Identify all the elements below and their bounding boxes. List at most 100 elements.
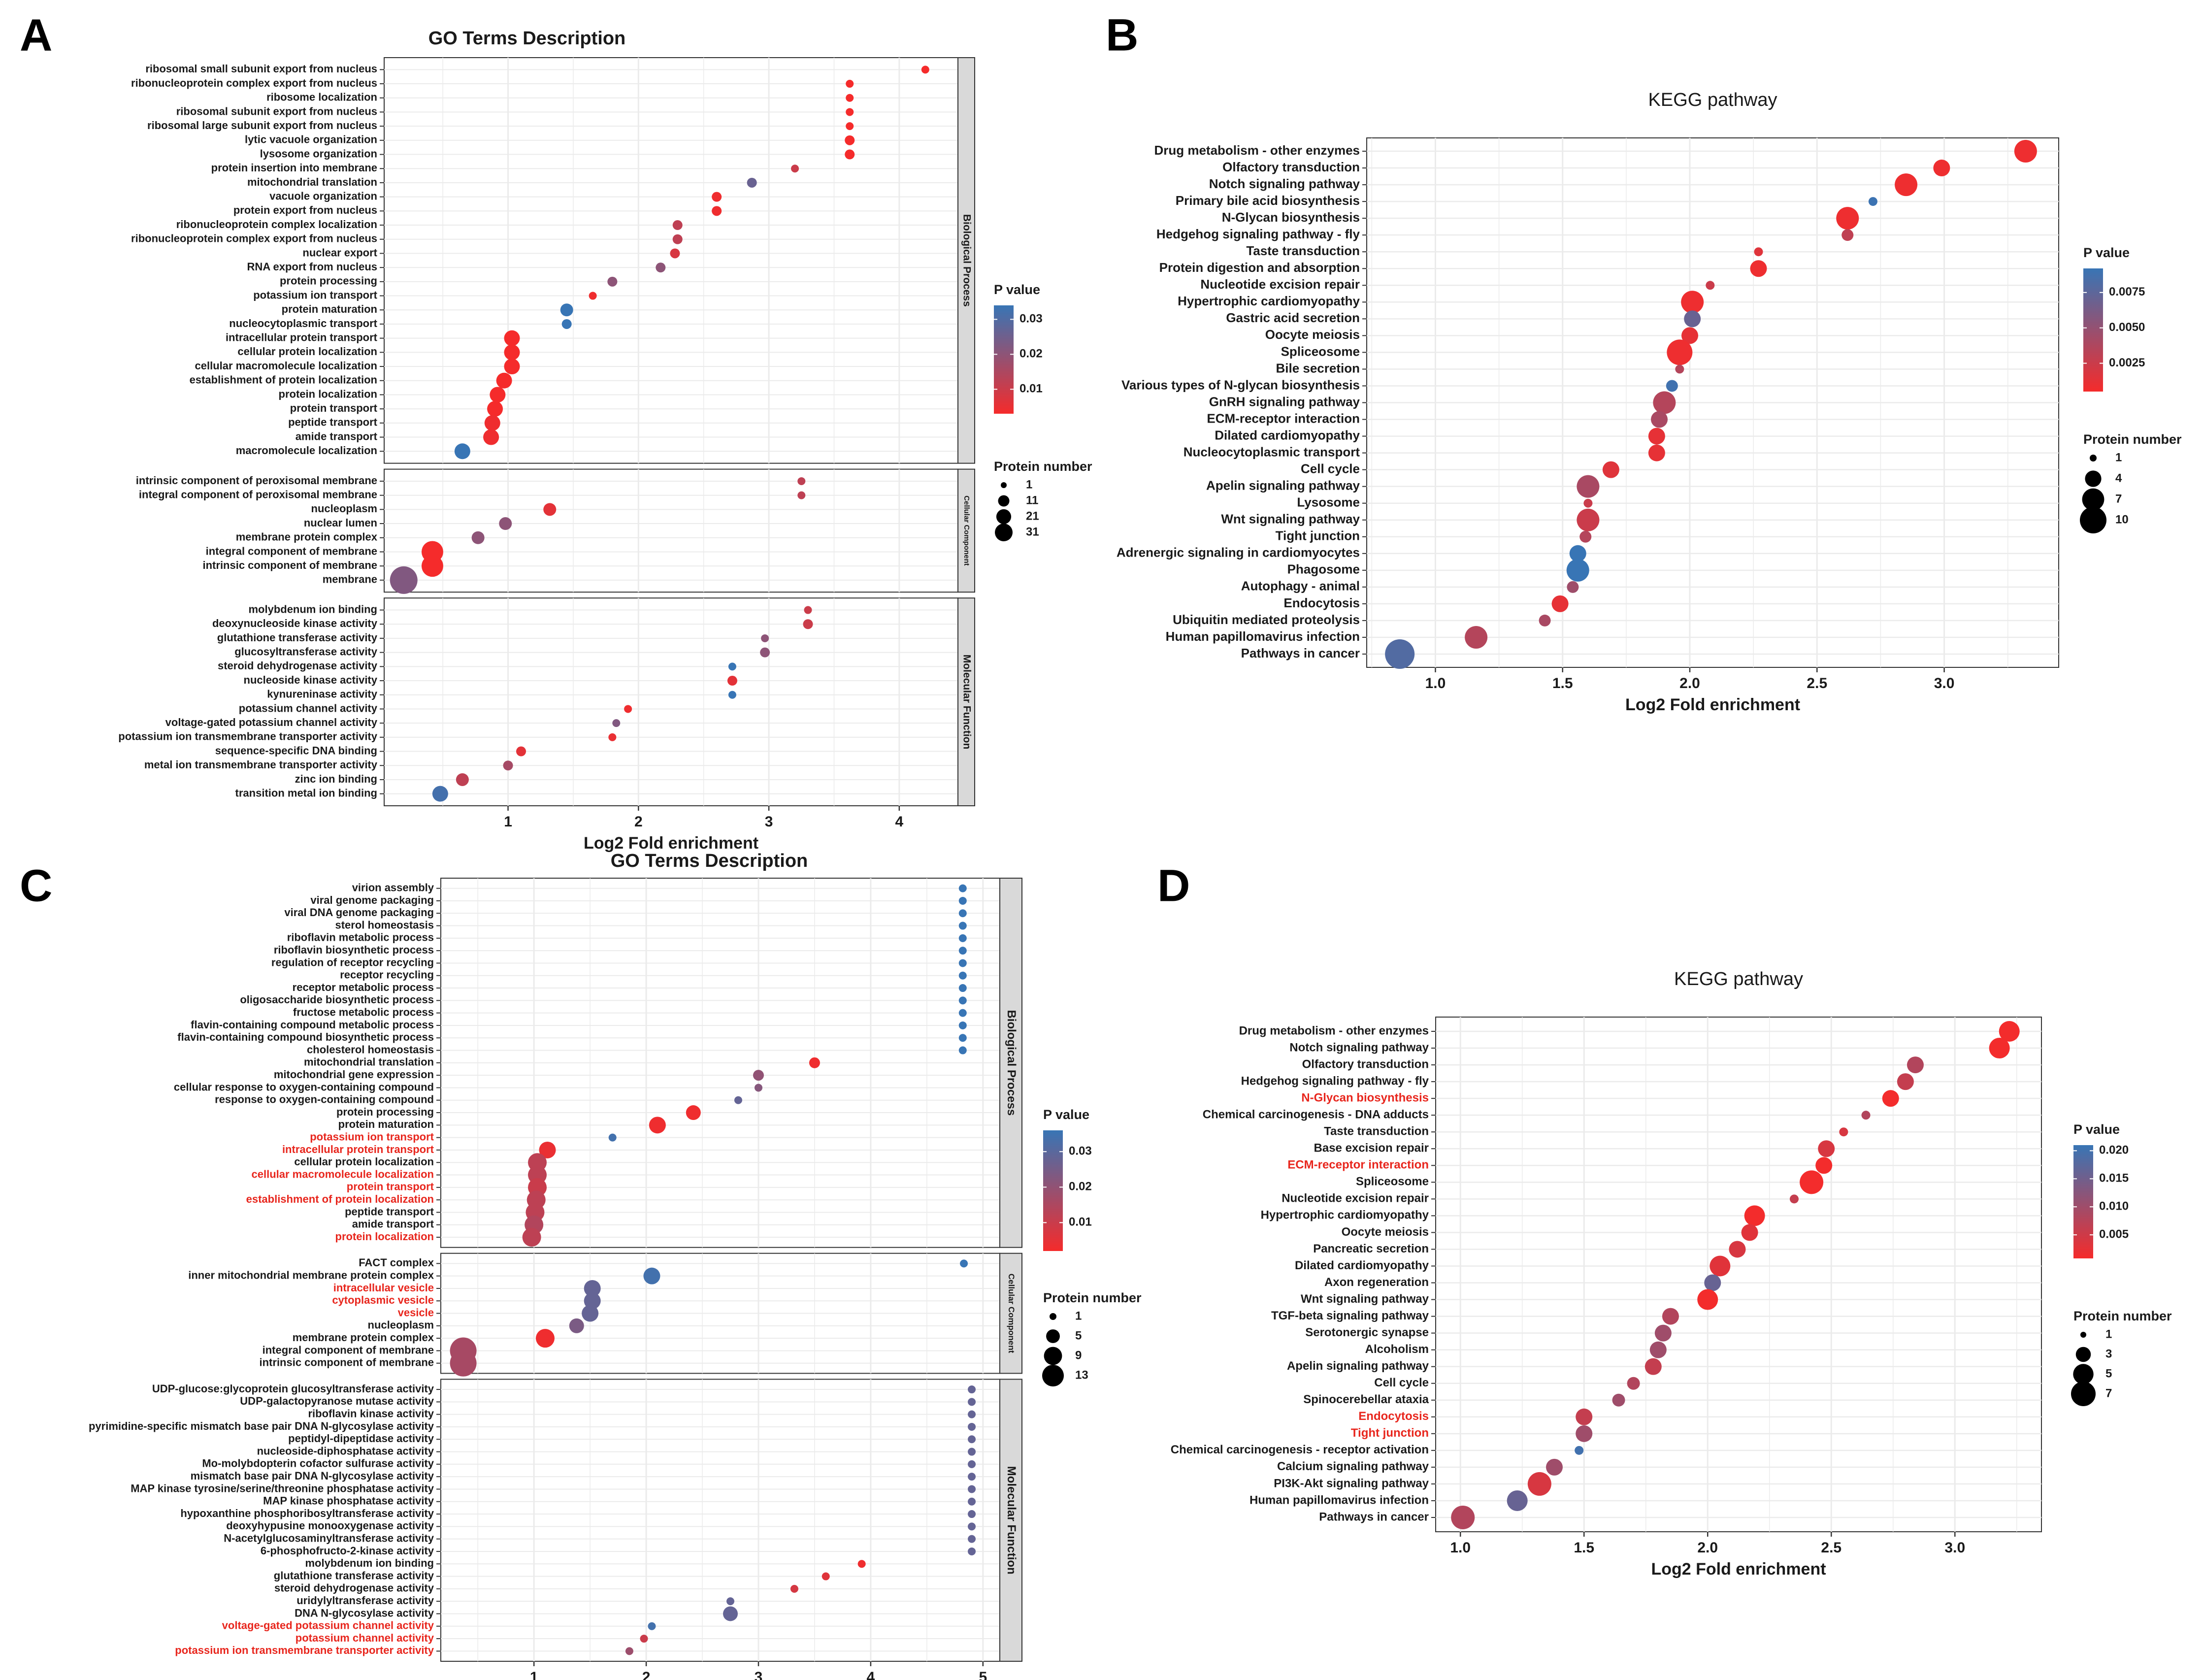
term-label: membrane protein complex — [236, 531, 378, 543]
term-label: Apelin signaling pathway — [1206, 478, 1360, 493]
term-label: ribosomal large subunit export from nucl… — [147, 119, 377, 132]
chart-title: KEGG pathway — [1674, 969, 1803, 989]
facet-strip — [999, 878, 1022, 1248]
term-label: cholesterol homeostasis — [307, 1043, 434, 1055]
size-legend-dot — [998, 495, 1010, 507]
plot-panel — [1435, 1017, 2042, 1532]
enrichment-dot — [1882, 1090, 1899, 1107]
x-tick-label: 2 — [634, 814, 643, 830]
size-legend-label: 1 — [1075, 1309, 1082, 1322]
term-label: potassium channel activity — [296, 1632, 434, 1644]
enrichment-dot — [958, 1046, 967, 1054]
enrichment-dot — [726, 1597, 735, 1606]
colorbar-tick-label: 0.010 — [2099, 1200, 2129, 1213]
x-tick-label: 2.0 — [1679, 675, 1700, 692]
term-label: Bile secretion — [1276, 361, 1360, 375]
colorbar-tick-label: 0.005 — [2099, 1228, 2129, 1241]
enrichment-dot — [432, 786, 448, 802]
x-tick-label: 3.0 — [1944, 1540, 1965, 1556]
size-legend-label: 1 — [1026, 478, 1032, 491]
facet-strip — [957, 468, 975, 593]
enrichment-dot — [846, 108, 854, 116]
term-label: TGF-beta signaling pathway — [1271, 1309, 1429, 1322]
size-legend-dot — [2085, 470, 2102, 487]
enrichment-dot — [1815, 1157, 1833, 1174]
enrichment-dot — [958, 959, 967, 967]
enrichment-dot — [624, 705, 632, 713]
term-label: Mo-molybdopterin cofactor sulfurase acti… — [202, 1457, 434, 1470]
colorbar-tick-label: 0.015 — [2099, 1172, 2129, 1185]
size-legend-label: 5 — [2105, 1367, 2112, 1380]
term-label: nucleocytoplasmic transport — [229, 317, 377, 329]
x-tick-label: 3 — [755, 1669, 763, 1680]
term-label: flavin-containing compound biosynthetic … — [177, 1031, 434, 1043]
term-label: voltage-gated potassium channel activity — [165, 716, 378, 728]
term-label: cellular protein localization — [237, 345, 377, 358]
term-label: PI3K-Akt signaling pathway — [1274, 1477, 1429, 1490]
term-label: hypoxanthine phosphoribosyltransferase a… — [180, 1507, 434, 1519]
term-label: Hypertrophic cardiomyopathy — [1178, 294, 1360, 308]
enrichment-dot — [1579, 530, 1592, 543]
term-label: Alcoholism — [1365, 1343, 1429, 1356]
term-label: lysosome organization — [260, 147, 377, 160]
term-label: peptide transport — [288, 416, 378, 428]
size-legend-label: 9 — [1075, 1349, 1082, 1362]
enrichment-dot — [1644, 1358, 1662, 1375]
enrichment-dot — [612, 719, 621, 727]
pvalue-legend-title: P value — [2083, 245, 2130, 260]
term-label: Tight junction — [1276, 528, 1360, 543]
enrichment-dot — [968, 1535, 976, 1543]
enrichment-dot — [582, 1305, 599, 1322]
enrichment-dot — [1839, 1127, 1848, 1137]
x-tick-label: 1.0 — [1425, 675, 1446, 692]
panel-letter-A: A — [20, 10, 52, 60]
enrichment-dot — [809, 1057, 820, 1068]
enrichment-dot — [560, 303, 573, 317]
enrichment-dot — [1627, 1377, 1640, 1390]
term-label: Gastric acid secretion — [1226, 310, 1360, 325]
panel-letter-D: D — [1157, 860, 1190, 911]
term-label: cellular macromolecule localization — [195, 360, 377, 372]
term-label: nuclear export — [302, 246, 377, 259]
term-label: Cell cycle — [1374, 1376, 1429, 1389]
enrichment-dot — [1697, 1289, 1718, 1310]
term-label: integral component of membrane — [263, 1344, 434, 1356]
enrichment-dot — [483, 429, 499, 445]
term-label: macromolecule localization — [236, 444, 377, 457]
enrichment-dot — [561, 319, 572, 329]
term-label: Endocytosis — [1358, 1410, 1429, 1423]
facet-panel — [384, 597, 958, 806]
chart-b: KEGG pathway Drug metabolism - other enzy… — [1117, 90, 2059, 714]
term-label: Drug metabolism - other enzymes — [1154, 143, 1360, 158]
enrichment-dot — [1741, 1224, 1758, 1241]
term-label: Nucleotide excision repair — [1282, 1192, 1429, 1205]
enrichment-dot — [958, 896, 967, 905]
colorbar-tick-label: 0.01 — [1069, 1216, 1092, 1229]
term-label: protein processing — [336, 1106, 434, 1118]
enrichment-dot — [2014, 140, 2037, 163]
term-label: ribosomal small subunit export from nucl… — [145, 63, 377, 75]
enrichment-dot — [968, 1398, 976, 1406]
term-label: intrinsic component of membrane — [203, 559, 378, 571]
enrichment-dot — [543, 503, 557, 516]
enrichment-dot — [804, 606, 812, 614]
enrichment-dot — [803, 619, 813, 629]
enrichment-dot — [1989, 1038, 2010, 1059]
term-label: molybdenum ion binding — [248, 603, 377, 615]
enrichment-dot — [1575, 1446, 1584, 1455]
enrichment-dot — [1684, 310, 1701, 328]
term-label: Spliceosome — [1281, 344, 1360, 359]
term-label: peptide transport — [345, 1205, 434, 1218]
enrichment-dot — [686, 1105, 701, 1120]
panel-letter-C: C — [20, 860, 52, 911]
enrichment-dot — [1577, 475, 1600, 498]
term-label: Calcium signaling pathway — [1277, 1460, 1429, 1473]
term-label: Nucleocytoplasmic transport — [1184, 444, 1360, 459]
panel-letter-B: B — [1106, 10, 1138, 60]
enrichment-dot — [857, 1560, 866, 1568]
term-label: Dilated cardiomyopathy — [1295, 1259, 1429, 1272]
enrichment-dot — [1451, 1505, 1475, 1529]
pvalue-legend-title: P value — [1043, 1107, 1089, 1122]
